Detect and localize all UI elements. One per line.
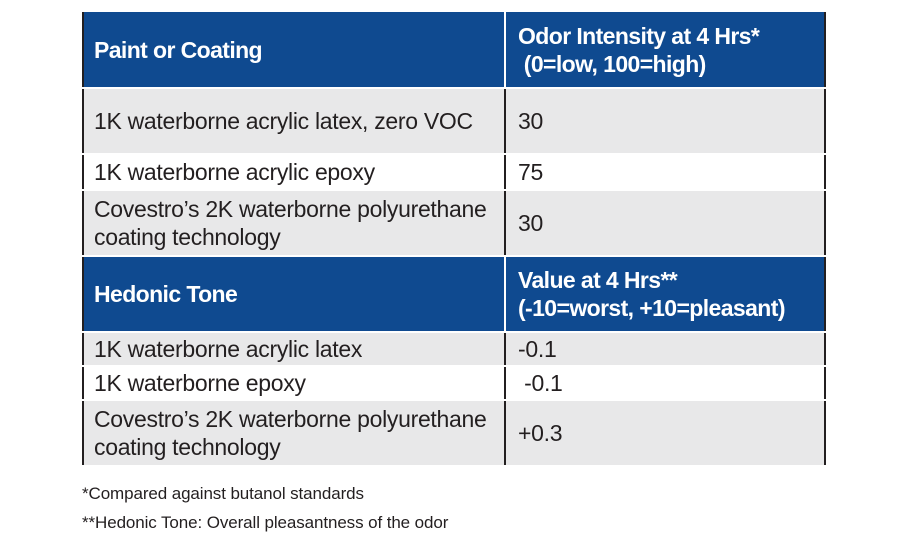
header-odor-intensity-line2: (0=low, 100=high) <box>518 50 707 77</box>
header-hedonic-value-line1: Value at 4 Hrs** <box>518 267 678 293</box>
header-paint-or-coating: Paint or Coating <box>83 12 505 89</box>
footnote-butanol: *Compared against butanol standards <box>82 484 364 503</box>
footnote-hedonic-tone: **Hedonic Tone: Overall pleasantness of … <box>82 513 449 532</box>
coating-name: Covestro’s 2K waterborne polyurethane co… <box>83 190 505 257</box>
header-odor-intensity: Odor Intensity at 4 Hrs* (0=low, 100=hig… <box>504 12 825 89</box>
odor-value: 30 <box>504 88 825 155</box>
table-row: 1K waterborne acrylic latex -0.1 <box>83 332 825 367</box>
comparison-table-wrapper: Paint or Coating Odor Intensity at 4 Hrs… <box>82 12 826 467</box>
header-hedonic-value-line2: (-10=worst, +10=pleasant) <box>518 295 785 321</box>
section-header-odor-intensity: Paint or Coating Odor Intensity at 4 Hrs… <box>83 12 825 89</box>
hedonic-value: -0.1 <box>504 366 825 401</box>
hedonic-value: -0.1 <box>504 332 825 367</box>
section-header-hedonic-tone: Hedonic Tone Value at 4 Hrs** (-10=worst… <box>83 256 825 333</box>
header-odor-intensity-line1: Odor Intensity at 4 Hrs* <box>518 22 760 49</box>
header-hedonic-value: Value at 4 Hrs** (-10=worst, +10=pleasan… <box>504 256 825 333</box>
coating-name: 1K waterborne acrylic latex, zero VOC <box>83 88 505 155</box>
odor-comparison-table: Paint or Coating Odor Intensity at 4 Hrs… <box>82 12 826 467</box>
hedonic-value: +0.3 <box>504 400 825 467</box>
coating-name: 1K waterborne acrylic epoxy <box>83 154 505 191</box>
odor-value: 30 <box>504 190 825 257</box>
table-row: Covestro’s 2K waterborne polyurethane co… <box>83 400 825 467</box>
table-row: 1K waterborne epoxy -0.1 <box>83 366 825 401</box>
coating-name: Covestro’s 2K waterborne polyurethane co… <box>83 400 505 467</box>
header-hedonic-tone: Hedonic Tone <box>83 256 505 333</box>
table-row: Covestro’s 2K waterborne polyurethane co… <box>83 190 825 257</box>
table-row: 1K waterborne acrylic latex, zero VOC 30 <box>83 88 825 155</box>
coating-name: 1K waterborne epoxy <box>83 366 505 401</box>
coating-name: 1K waterborne acrylic latex <box>83 332 505 367</box>
table-row: 1K waterborne acrylic epoxy 75 <box>83 154 825 191</box>
odor-value: 75 <box>504 154 825 191</box>
